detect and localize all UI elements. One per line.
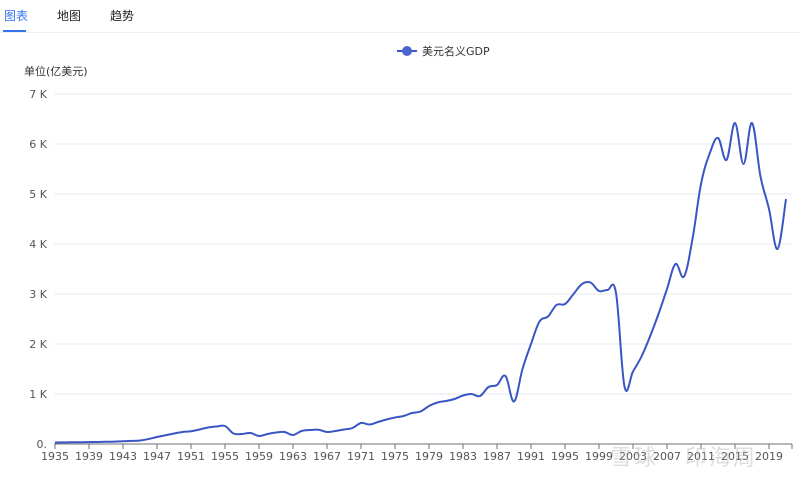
x-tick-label: 1999 <box>585 450 613 463</box>
x-tick-label: 2003 <box>619 450 647 463</box>
x-tick-label: 1995 <box>551 450 579 463</box>
legend-dot-icon <box>402 46 412 56</box>
x-tick-label: 1983 <box>449 450 477 463</box>
tab-map[interactable]: 地图 <box>57 9 82 23</box>
x-tick-label: 1951 <box>177 450 205 463</box>
x-tick-label: 1979 <box>415 450 443 463</box>
legend-item[interactable]: 美元名义GDP <box>397 44 490 58</box>
y-tick-label: 6 K <box>29 138 47 151</box>
active-tab-indicator <box>3 30 26 32</box>
legend-label: 美元名义GDP <box>422 45 490 58</box>
x-tick-label: 1971 <box>347 450 375 463</box>
y-tick-label: 4 K <box>29 238 47 251</box>
y-tick-label: 5 K <box>29 188 47 201</box>
legend-line-icon <box>397 46 417 56</box>
y-axis-unit-label: 单位(亿美元) <box>24 65 88 78</box>
x-tick-label: 1947 <box>143 450 171 463</box>
x-tick-label: 2019 <box>755 450 783 463</box>
x-tick-label: 2007 <box>653 450 681 463</box>
x-tick-label: 1967 <box>313 450 341 463</box>
grid-lines <box>54 93 792 395</box>
y-axis-ticks: 0. 1 K 2 K 3 K 4 K 5 K 6 K 7 K <box>29 88 47 451</box>
x-tick-label: 2015 <box>721 450 749 463</box>
y-tick-label: 1 K <box>29 388 47 401</box>
x-tick-label: 1987 <box>483 450 511 463</box>
tab-chart[interactable]: 图表 <box>4 9 29 23</box>
x-tick-label: 1935 <box>41 450 69 463</box>
x-tick-label: 1991 <box>517 450 545 463</box>
y-tick-label: 2 K <box>29 338 47 351</box>
x-tick-label: 2011 <box>687 450 715 463</box>
tab-trend[interactable]: 趋势 <box>110 9 135 23</box>
tab-bar: 图表 地图 趋势 <box>0 0 800 33</box>
series-line-usd-gdp[interactable] <box>54 121 787 444</box>
x-tick-label: 1963 <box>279 450 307 463</box>
x-tick-label: 1975 <box>381 450 409 463</box>
y-tick-label: 7 K <box>29 88 47 101</box>
y-tick-label: 0. <box>37 438 48 451</box>
y-tick-label: 3 K <box>29 288 47 301</box>
x-tick-label: 1955 <box>211 450 239 463</box>
x-tick-label: 1939 <box>75 450 103 463</box>
x-tick-label: 1943 <box>109 450 137 463</box>
x-axis: 1935 1939 1943 1947 1951 1955 1959 1963 1967 1971… <box>41 443 793 463</box>
x-tick-label: 1959 <box>245 450 273 463</box>
